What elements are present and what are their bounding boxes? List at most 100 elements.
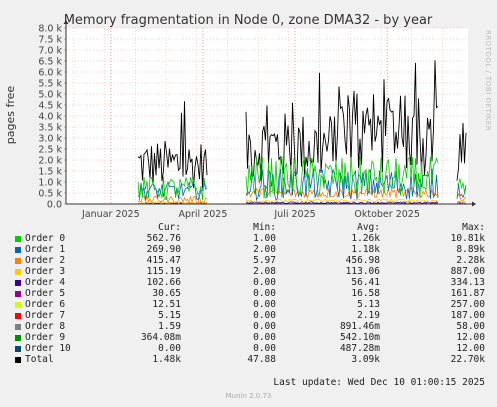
- header-max: Max:: [462, 222, 485, 233]
- legend-avg: 1.18k: [351, 244, 380, 255]
- legend-max: 257.00: [450, 299, 485, 310]
- series-line-total: [137, 101, 208, 189]
- y-tick-label: 1.0 k: [38, 178, 62, 189]
- legend-swatch: [15, 258, 21, 264]
- legend-avg: 2.19: [357, 310, 380, 321]
- legend-cur: 562.76: [146, 233, 181, 244]
- legend-swatch: [15, 313, 21, 319]
- legend-swatch: [15, 280, 21, 286]
- y-axis-arrow: [63, 20, 69, 24]
- legend-cur: 364.08m: [140, 332, 181, 343]
- legend-cur: 0.00: [158, 343, 181, 354]
- header-cur: Cur:: [158, 222, 181, 233]
- legend-name: Order 9: [25, 332, 66, 343]
- legend-name: Order 4: [25, 277, 66, 288]
- legend-max: 334.13: [450, 277, 485, 288]
- legend-name: Order 7: [25, 310, 66, 321]
- legend-row: Order 6 12.51 0.00 5.13 257.00: [0, 299, 497, 310]
- legend-cur: 30.65: [152, 288, 181, 299]
- y-tick-label: 5.0 k: [38, 90, 62, 101]
- legend-swatch: [15, 247, 21, 253]
- legend: Cur: Min: Avg: Max: Order 0 562.76 1.00 1.2…: [0, 222, 497, 365]
- y-tick-label: 0.0: [47, 200, 62, 211]
- legend-name: Order 5: [25, 288, 66, 299]
- legend-min: 5.97: [253, 255, 276, 266]
- axes: [63, 20, 476, 207]
- legend-avg: 5.13: [357, 299, 380, 310]
- series-line-total: [245, 60, 439, 182]
- legend-avg: 891.46m: [339, 321, 380, 332]
- legend-min: 0.00: [253, 343, 276, 354]
- y-tick-label: 1.5 k: [38, 167, 62, 178]
- legend-min: 2.00: [253, 244, 276, 255]
- legend-max: 2.28k: [456, 255, 485, 266]
- legend-name: Order 3: [25, 266, 66, 277]
- legend-row: Total 1.48k 47.88 3.09k 22.70k: [0, 354, 497, 365]
- legend-avg: 1.26k: [351, 233, 380, 244]
- legend-cur: 415.47: [146, 255, 181, 266]
- y-tick-label: 6.5 k: [38, 57, 62, 68]
- chart-area: Memory fragmentation in Node 0, zone DMA…: [4, 13, 492, 220]
- legend-max: 12.00: [456, 343, 485, 354]
- legend-row: Order 1 269.90 2.00 1.18k 8.89k: [0, 244, 497, 255]
- legend-swatch: [15, 324, 21, 330]
- y-tick-label: 6.0 k: [38, 68, 62, 79]
- y-tick-label: 7.5 k: [38, 35, 62, 46]
- legend-max: 187.00: [450, 310, 485, 321]
- y-axis-label: pages free: [4, 86, 17, 145]
- legend-min: 2.08: [253, 266, 276, 277]
- legend-header: Cur: Min: Avg: Max:: [0, 222, 497, 233]
- legend-name: Order 1: [25, 244, 66, 255]
- header-avg: Avg:: [357, 222, 380, 233]
- legend-row: Order 9 364.08m 0.00 542.10m 12.00: [0, 332, 497, 343]
- series-line-order-0: [245, 156, 439, 199]
- legend-avg: 542.10m: [339, 332, 380, 343]
- legend-cur: 115.19: [146, 266, 181, 277]
- legend-max: 161.87: [450, 288, 485, 299]
- x-ticks: Januar 2025 April 2025 Juli 2025 Oktober 20…: [81, 209, 420, 220]
- legend-row: Order 10 0.00 0.00 487.28m 12.00: [0, 343, 497, 354]
- legend-max: 10.81k: [450, 233, 485, 244]
- legend-min: 0.00: [253, 299, 276, 310]
- x-tick-label: Oktober 2025: [354, 209, 420, 220]
- legend-cur: 269.90: [146, 244, 181, 255]
- series-line-order-0: [137, 176, 208, 200]
- y-tick-label: 3.5 k: [38, 123, 62, 134]
- legend-row: Order 2 415.47 5.97 456.98 2.28k: [0, 255, 497, 266]
- legend-row: Order 8 1.59 0.00 891.46m 58.00: [0, 321, 497, 332]
- legend-avg: 487.28m: [339, 343, 380, 354]
- series-line-order-1: [245, 168, 439, 202]
- legend-name: Order 2: [25, 255, 66, 266]
- series-line-order-3: [137, 201, 208, 205]
- legend-min: 0.00: [253, 321, 276, 332]
- rrdtool-watermark: RRDTOOL / TOBI OETIKER: [484, 30, 492, 131]
- last-update: Last update: Wed Dec 10 01:00:15 2025: [273, 377, 485, 388]
- legend-swatch: [15, 291, 21, 297]
- legend-cur: 5.15: [158, 310, 181, 321]
- legend-max: 58.00: [456, 321, 485, 332]
- series-line-order-0: [456, 178, 467, 195]
- legend-max: 887.00: [450, 266, 485, 277]
- legend-swatch: [15, 335, 21, 341]
- legend-row: Order 5 30.65 0.00 16.58 161.87: [0, 288, 497, 299]
- legend-avg: 16.58: [351, 288, 380, 299]
- legend-row: Order 4 102.66 0.00 56.41 334.13: [0, 277, 497, 288]
- x-tick-label: Januar 2025: [81, 209, 140, 220]
- series-line-order-2: [456, 192, 467, 202]
- legend-name: Order 10: [25, 343, 71, 354]
- legend-name: Order 6: [25, 299, 66, 310]
- munin-version: Munin 2.0.73: [225, 392, 272, 400]
- legend-cur: 12.51: [152, 299, 181, 310]
- legend-min: 0.00: [253, 310, 276, 321]
- y-tick-label: 8.0 k: [38, 24, 62, 35]
- legend-min: 0.00: [253, 277, 276, 288]
- y-tick-label: 4.0 k: [38, 112, 62, 123]
- legend-avg: 456.98: [345, 255, 380, 266]
- y-tick-label: 5.5 k: [38, 79, 62, 90]
- header-min: Min:: [253, 222, 276, 233]
- legend-swatch: [15, 302, 21, 308]
- legend-cur: 1.48k: [152, 354, 181, 365]
- x-tick-label: April 2025: [178, 209, 227, 220]
- legend-min: 0.00: [253, 332, 276, 343]
- series-line-order-3: [245, 198, 439, 204]
